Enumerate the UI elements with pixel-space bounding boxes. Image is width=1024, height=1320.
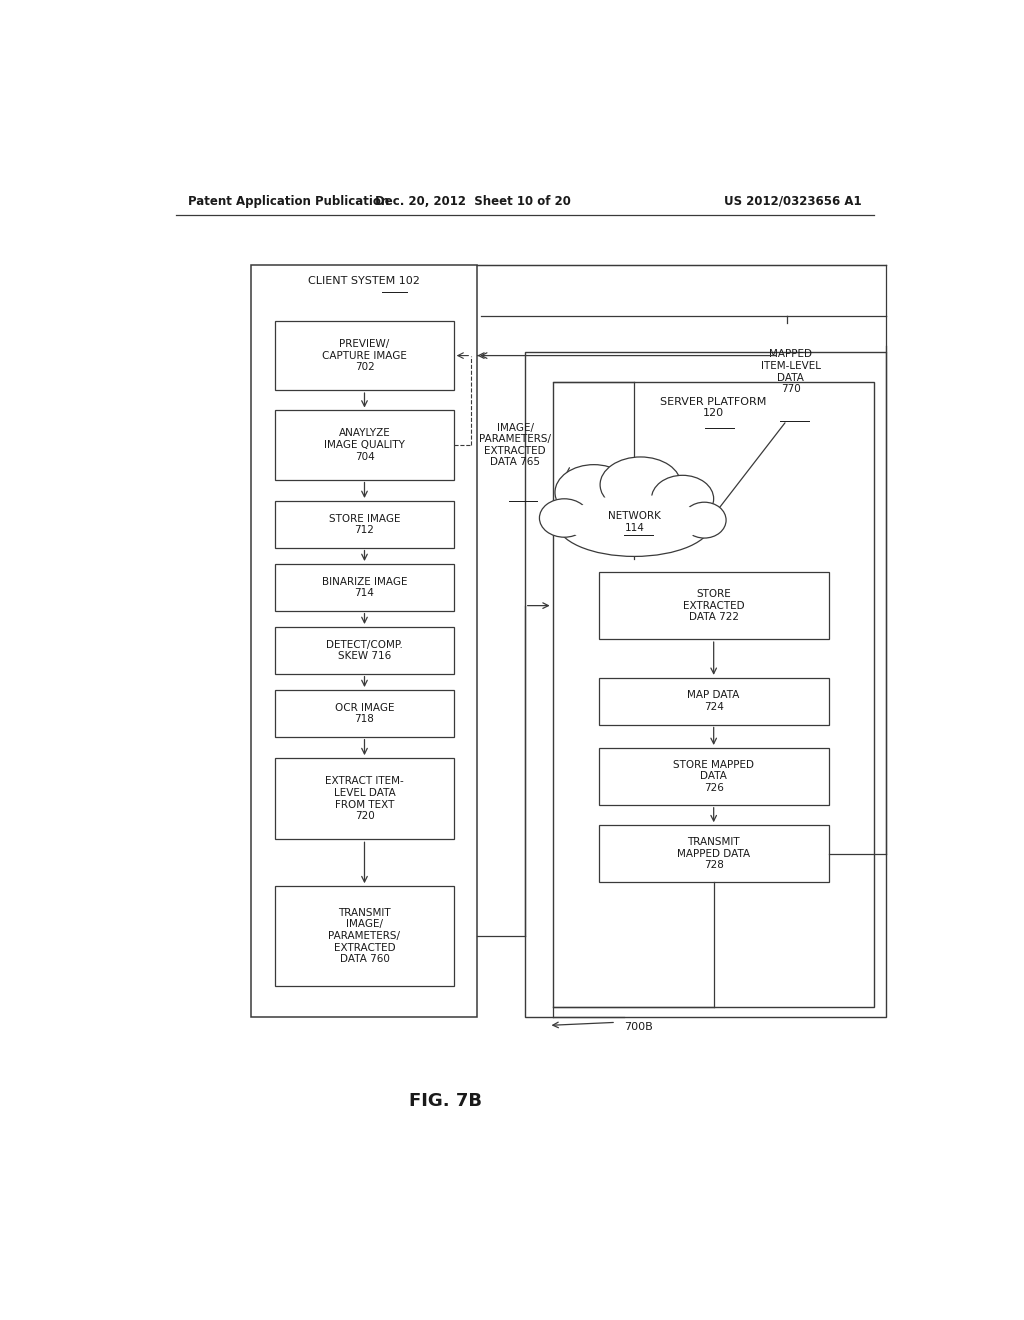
FancyBboxPatch shape — [599, 677, 828, 725]
Ellipse shape — [651, 475, 714, 523]
Text: PREVIEW/
CAPTURE IMAGE
702: PREVIEW/ CAPTURE IMAGE 702 — [323, 339, 407, 372]
FancyBboxPatch shape — [251, 265, 477, 1018]
FancyBboxPatch shape — [275, 564, 454, 611]
Text: EXTRACT ITEM-
LEVEL DATA
FROM TEXT
720: EXTRACT ITEM- LEVEL DATA FROM TEXT 720 — [325, 776, 403, 821]
FancyBboxPatch shape — [524, 351, 886, 1018]
Text: STORE MAPPED
DATA
726: STORE MAPPED DATA 726 — [673, 760, 755, 793]
FancyBboxPatch shape — [275, 500, 454, 548]
Text: Dec. 20, 2012  Sheet 10 of 20: Dec. 20, 2012 Sheet 10 of 20 — [375, 194, 571, 207]
Text: MAPPED
ITEM-LEVEL
DATA
770: MAPPED ITEM-LEVEL DATA 770 — [761, 350, 820, 395]
Text: US 2012/0323656 A1: US 2012/0323656 A1 — [724, 194, 862, 207]
Text: 700B: 700B — [624, 1023, 652, 1032]
Ellipse shape — [557, 488, 712, 557]
FancyBboxPatch shape — [599, 748, 828, 805]
Text: TRANSMIT
MAPPED DATA
728: TRANSMIT MAPPED DATA 728 — [677, 837, 751, 870]
Text: STORE IMAGE
712: STORE IMAGE 712 — [329, 513, 400, 535]
Ellipse shape — [683, 502, 726, 539]
Text: STORE
EXTRACTED
DATA 722: STORE EXTRACTED DATA 722 — [683, 589, 744, 622]
Ellipse shape — [540, 499, 589, 537]
Ellipse shape — [600, 457, 681, 512]
Text: TRANSMIT
IMAGE/
PARAMETERS/
EXTRACTED
DATA 760: TRANSMIT IMAGE/ PARAMETERS/ EXTRACTED DA… — [329, 908, 400, 964]
FancyBboxPatch shape — [275, 690, 454, 737]
FancyBboxPatch shape — [275, 411, 454, 479]
Ellipse shape — [555, 465, 633, 520]
FancyBboxPatch shape — [275, 627, 454, 673]
Text: ANAYLYZE
IMAGE QUALITY
704: ANAYLYZE IMAGE QUALITY 704 — [324, 429, 404, 462]
Text: Patent Application Publication: Patent Application Publication — [187, 194, 389, 207]
FancyBboxPatch shape — [553, 381, 874, 1007]
FancyBboxPatch shape — [599, 825, 828, 882]
Text: CLIENT SYSTEM 102: CLIENT SYSTEM 102 — [308, 276, 420, 286]
Text: BINARIZE IMAGE
714: BINARIZE IMAGE 714 — [322, 577, 408, 598]
Text: SERVER PLATFORM
120: SERVER PLATFORM 120 — [660, 396, 767, 418]
Text: MAP DATA
724: MAP DATA 724 — [687, 690, 740, 711]
Text: FIG. 7B: FIG. 7B — [409, 1092, 482, 1110]
Ellipse shape — [568, 495, 700, 550]
Text: DETECT/COMP.
SKEW 716: DETECT/COMP. SKEW 716 — [326, 639, 402, 661]
FancyBboxPatch shape — [599, 572, 828, 639]
FancyBboxPatch shape — [275, 758, 454, 840]
Text: IMAGE/
PARAMETERS/
EXTRACTED
DATA 765: IMAGE/ PARAMETERS/ EXTRACTED DATA 765 — [479, 422, 551, 467]
Text: NETWORK
114: NETWORK 114 — [608, 511, 660, 533]
Text: OCR IMAGE
718: OCR IMAGE 718 — [335, 702, 394, 725]
FancyBboxPatch shape — [275, 886, 454, 986]
FancyBboxPatch shape — [275, 321, 454, 391]
